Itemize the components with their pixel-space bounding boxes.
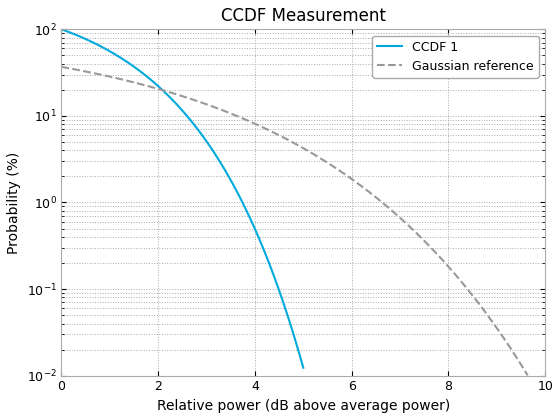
Title: CCDF Measurement: CCDF Measurement <box>221 7 386 25</box>
Gaussian reference <box>516 359 522 364</box>
Legend: CCDF 1, Gaussian reference: CCDF 1, Gaussian reference <box>372 36 539 78</box>
X-axis label: Relative power (dB above average power): Relative power (dB above average power) <box>157 399 450 413</box>
Gaussian reference <box>471 295 478 300</box>
Gaussian reference <box>524 373 531 378</box>
CCDF 1 <box>176 104 183 109</box>
Line: CCDF 1: CCDF 1 <box>62 29 304 368</box>
CCDF 1 <box>293 341 300 346</box>
CCDF 1 <box>71 32 77 37</box>
CCDF 1 <box>293 341 300 346</box>
Gaussian reference <box>58 64 65 69</box>
Line: Gaussian reference: Gaussian reference <box>62 67 528 375</box>
Gaussian reference <box>152 86 159 91</box>
Y-axis label: Probability (%): Probability (%) <box>7 151 21 254</box>
Gaussian reference <box>302 147 309 152</box>
Gaussian reference <box>124 78 131 83</box>
CCDF 1 <box>300 365 307 370</box>
CCDF 1 <box>58 27 65 32</box>
Gaussian reference <box>363 188 370 193</box>
CCDF 1 <box>169 97 176 102</box>
CCDF 1 <box>249 220 255 225</box>
